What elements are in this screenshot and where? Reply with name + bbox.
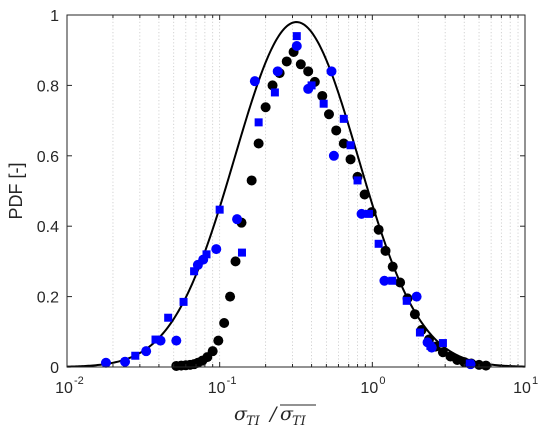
data-point-square [254, 118, 263, 127]
data-point-circle [328, 150, 339, 161]
data-point-square [426, 341, 435, 350]
data-point-square [215, 205, 224, 214]
data-point-square [364, 209, 373, 218]
data-point-circle [100, 357, 111, 368]
data-point-square [415, 328, 424, 337]
data-point-circle [359, 189, 370, 200]
data-point-circle [171, 335, 182, 346]
x-tick-exponent: 0 [379, 375, 385, 387]
x-tick-label: 10 [208, 380, 226, 397]
y-axis-label: PDF [-] [6, 163, 26, 220]
data-point-circle [356, 208, 367, 219]
data-point-circle [317, 90, 328, 101]
data-point-circle [249, 76, 260, 87]
plot-frame [66, 14, 526, 368]
data-point-circle [281, 56, 292, 67]
data-point-circle [213, 335, 224, 346]
x-axis-label-denominator-sub: TI [292, 414, 307, 429]
x-tick-exponent: -2 [74, 375, 84, 387]
data-point-circle [207, 346, 218, 357]
data-point-circle [480, 360, 491, 371]
x-tick-label: 10 [513, 380, 531, 397]
data-point-circle [260, 102, 271, 113]
data-point-square [151, 335, 160, 344]
x-axis-label-numerator-sub: TI [246, 414, 261, 429]
axis-ticks: 10 -2 10 -1 10 0 10 100.20.40.60.81 [37, 8, 538, 397]
data-point-square [374, 239, 383, 248]
data-point-square [164, 313, 173, 322]
data-point-circle [345, 154, 356, 165]
y-tick-label: 0.6 [37, 149, 59, 166]
data-point-circle [379, 275, 390, 286]
y-tick-label: 1 [50, 8, 59, 25]
x-axis-label: σ TI / σ TI [234, 403, 316, 429]
data-point-circle [331, 125, 342, 136]
data-point-square [179, 297, 188, 306]
x-axis-label-numerator: σ [234, 403, 248, 425]
plot-area [67, 15, 525, 367]
data-point-square [190, 267, 199, 276]
data-point-circle [437, 347, 448, 358]
y-tick-label: 0 [50, 360, 59, 377]
x-axis-label-slash: / [268, 403, 278, 425]
data-point-circle [253, 138, 264, 149]
data-point-circle [120, 356, 131, 367]
data-point-circle [409, 309, 420, 320]
data-points [100, 32, 491, 371]
data-point-circle [338, 138, 349, 149]
data-point-circle [395, 277, 406, 288]
data-point-circle [411, 291, 422, 302]
data-point-circle [141, 346, 152, 357]
data-point-square [237, 248, 246, 257]
data-point-square [131, 351, 140, 360]
data-point-square [388, 276, 397, 285]
x-tick-exponent: -1 [227, 375, 237, 387]
y-tick-label: 0.4 [37, 219, 59, 236]
data-point-circle [373, 224, 384, 235]
x-tick-label: 10 [360, 380, 378, 397]
data-point-circle [291, 40, 302, 51]
y-tick-label: 0.2 [37, 290, 59, 307]
y-tick-label: 0.8 [37, 78, 59, 95]
data-point-square [402, 296, 411, 305]
data-point-circle [267, 80, 278, 91]
x-axis-label-denominator: σ [280, 403, 294, 425]
data-point-square [438, 339, 447, 348]
data-point-square [339, 114, 348, 123]
data-point-square [202, 250, 211, 259]
x-tick-label: 10 [55, 380, 73, 397]
data-point-circle [225, 291, 236, 302]
data-point-circle [211, 244, 222, 255]
data-point-circle [232, 214, 243, 225]
grid-lines [112, 15, 519, 367]
data-point-circle [326, 66, 337, 77]
data-point-square [270, 88, 279, 97]
data-point-square [307, 81, 316, 90]
data-point-circle [380, 245, 391, 256]
data-point-circle [219, 318, 230, 328]
data-point-square [346, 141, 355, 150]
data-point-square [465, 359, 474, 368]
data-point-circle [272, 66, 283, 77]
data-point-square [353, 176, 362, 185]
data-point-circle [387, 261, 398, 272]
data-point-square [319, 99, 328, 108]
x-tick-exponent: 1 [532, 375, 538, 387]
data-point-circle [323, 109, 334, 120]
data-point-circle [230, 256, 241, 267]
data-point-square [292, 32, 301, 41]
data-point-circle [303, 66, 314, 77]
data-point-circle [246, 175, 257, 186]
data-point-circle [295, 59, 306, 70]
